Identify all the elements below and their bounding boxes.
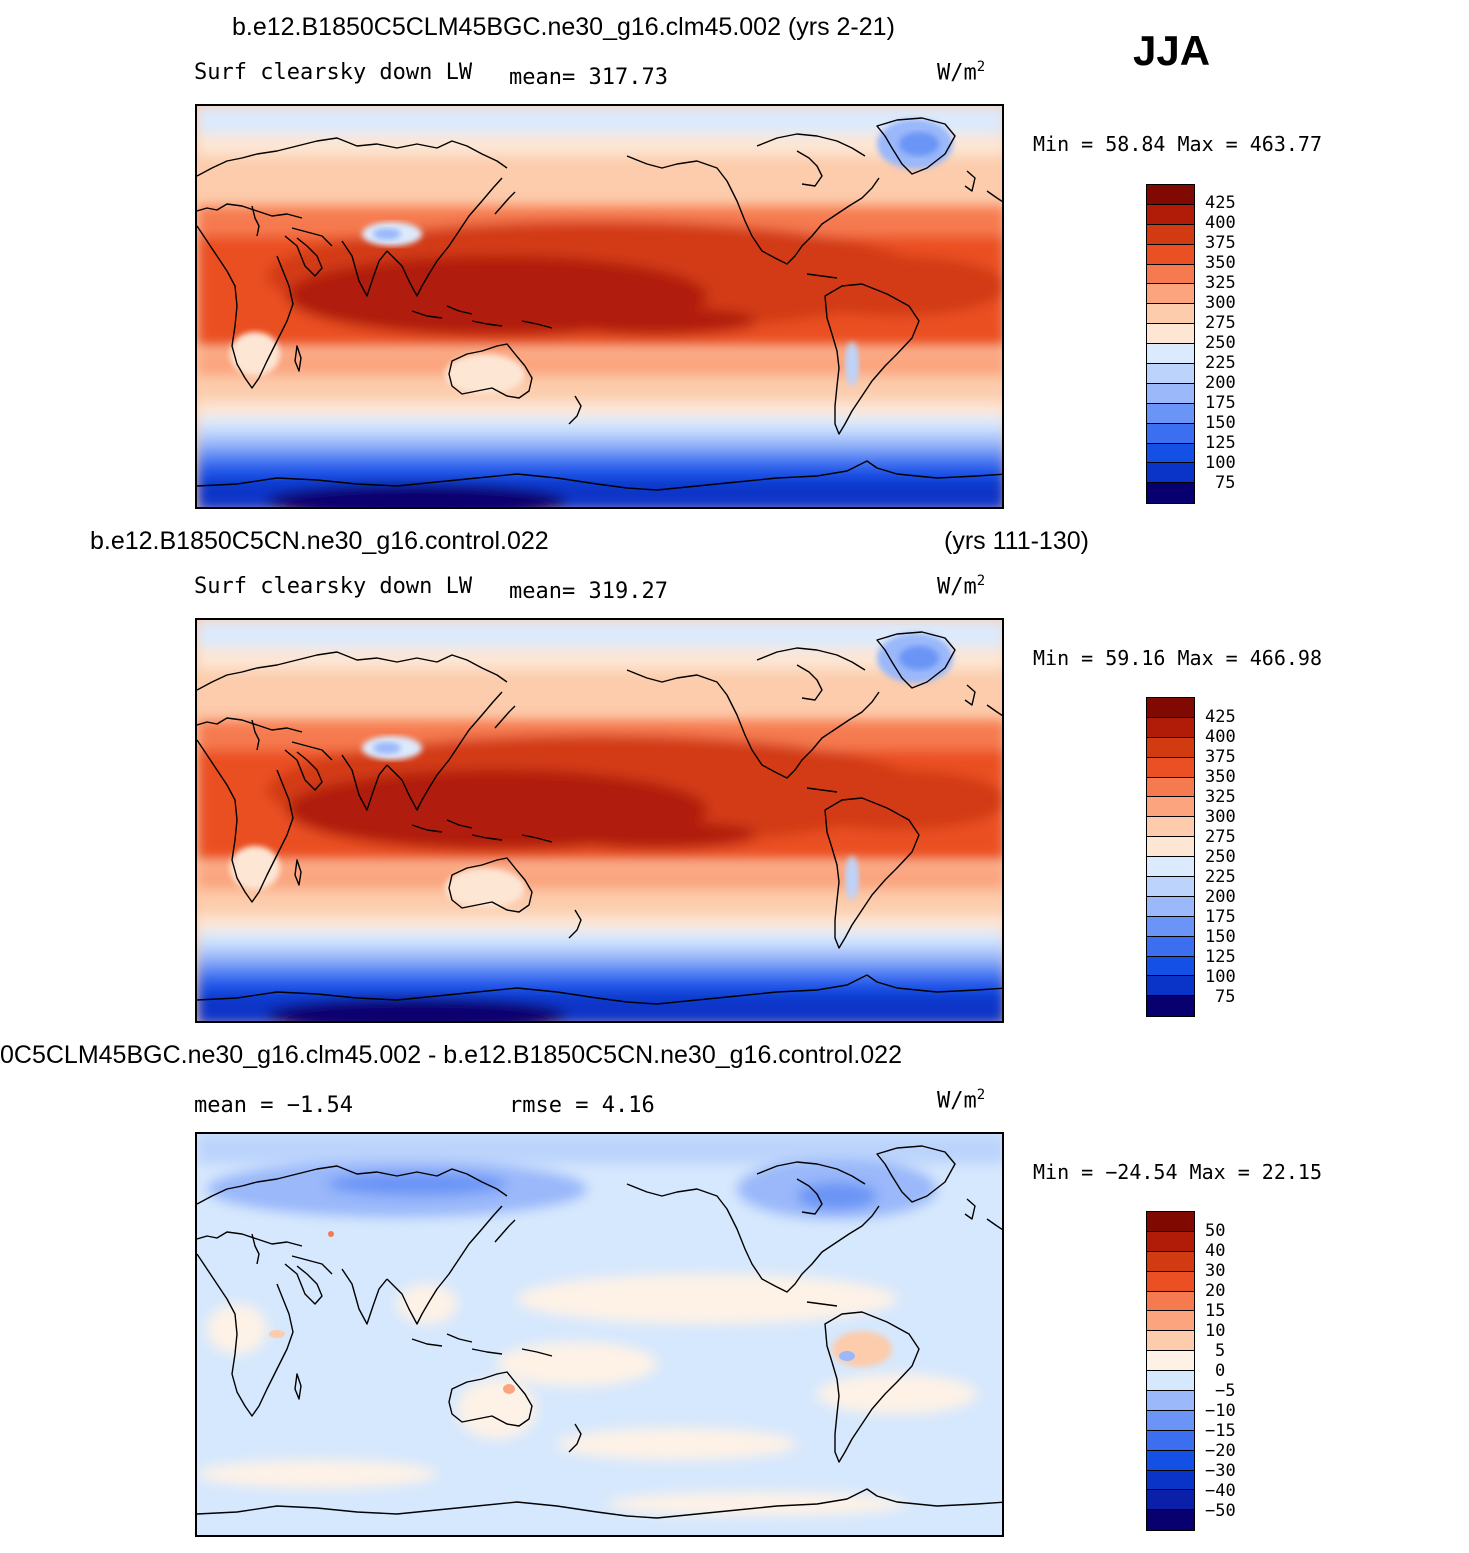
colorbar-label: 125 xyxy=(1205,433,1236,453)
colorbar-label: 325 xyxy=(1205,273,1236,293)
panel2-map xyxy=(195,618,1004,1023)
colorbar-label: 200 xyxy=(1205,887,1236,907)
colorbar-label: −10 xyxy=(1205,1401,1236,1421)
colorbar-label: −20 xyxy=(1205,1441,1236,1461)
colorbar-label: 75 xyxy=(1215,987,1236,1007)
panel2-mean: mean= 319.27 xyxy=(509,579,668,604)
panel3-colorbar xyxy=(1146,1211,1195,1532)
panel1-variable: Surf clearsky down LW xyxy=(194,60,473,85)
panel3-title: 0C5CLM45BGC.ne30_g16.clm45.002 - b.e12.B… xyxy=(0,1041,902,1069)
panel3-units: W/m2 xyxy=(937,1087,986,1114)
colorbar-label: 425 xyxy=(1205,193,1236,213)
colorbar-label: 150 xyxy=(1205,413,1236,433)
colorbar-label: 275 xyxy=(1205,313,1236,333)
panel2-variable: Surf clearsky down LW xyxy=(194,574,473,599)
colorbar-label: 325 xyxy=(1205,787,1236,807)
colorbar-label: 175 xyxy=(1205,393,1236,413)
season-label: JJA xyxy=(1133,27,1211,74)
panel1-colorbar xyxy=(1146,184,1195,505)
panel2-colorbar xyxy=(1146,697,1195,1018)
colorbar-label: 250 xyxy=(1205,333,1236,353)
colorbar-label: 250 xyxy=(1205,847,1236,867)
colorbar-label: 5 xyxy=(1215,1341,1226,1361)
colorbar-label: 275 xyxy=(1205,827,1236,847)
panel3-rmse: rmse = 4.16 xyxy=(509,1093,655,1118)
panel3-colorbar-labels: 50 40 30 20 15 10 5 0 −5 −10 −15 −20 −30 −40 −50 xyxy=(1205,1221,1236,1521)
colorbar-label: 300 xyxy=(1205,293,1236,313)
colorbar-label: 200 xyxy=(1205,373,1236,393)
colorbar-label: 400 xyxy=(1205,213,1236,233)
colorbar-label: 15 xyxy=(1205,1301,1226,1321)
panel2-title: b.e12.B1850C5CN.ne30_g16.control.022 xyxy=(90,527,549,555)
colorbar-label: −30 xyxy=(1205,1461,1236,1481)
colorbar-label: 300 xyxy=(1205,807,1236,827)
colorbar-label: 20 xyxy=(1205,1281,1226,1301)
panel2-colorbar-labels: 425 400 375 350 325 300 275 250 225 200 175 150 125 1… xyxy=(1205,707,1236,1007)
colorbar-label: 125 xyxy=(1205,947,1236,967)
colorbar-label: 40 xyxy=(1205,1241,1226,1261)
panel1-units: W/m2 xyxy=(937,59,986,86)
panel1-title: b.e12.B1850C5CLM45BGC.ne30_g16.clm45.002… xyxy=(232,13,895,41)
panel1-mean: mean= 317.73 xyxy=(509,65,668,90)
panel3-mean: mean = −1.54 xyxy=(194,1093,353,1118)
colorbar-label: −5 xyxy=(1215,1381,1236,1401)
colorbar-label: 175 xyxy=(1205,907,1236,927)
colorbar-label: −15 xyxy=(1205,1421,1236,1441)
colorbar-label: 100 xyxy=(1205,967,1236,987)
colorbar-label: 30 xyxy=(1205,1261,1226,1281)
colorbar-label: 400 xyxy=(1205,727,1236,747)
panel3-minmax: Min = −24.54 Max = 22.15 xyxy=(1033,1160,1322,1184)
panel1-minmax: Min = 58.84 Max = 463.77 xyxy=(1033,132,1322,156)
colorbar-label: 0 xyxy=(1215,1361,1226,1381)
colorbar-label: 150 xyxy=(1205,927,1236,947)
colorbar-label: 225 xyxy=(1205,867,1236,887)
colorbar-label: 225 xyxy=(1205,353,1236,373)
panel1-colorbar-labels: 425 400 375 350 325 300 275 250 225 200 175 150 125 1… xyxy=(1205,193,1236,493)
colorbar-label: 10 xyxy=(1205,1321,1226,1341)
panel2-units: W/m2 xyxy=(937,573,986,600)
panel3-map xyxy=(195,1132,1004,1537)
colorbar-label: 100 xyxy=(1205,453,1236,473)
colorbar-label: 50 xyxy=(1205,1221,1226,1241)
colorbar-label: −50 xyxy=(1205,1501,1236,1521)
colorbar-label: 375 xyxy=(1205,747,1236,767)
colorbar-label: 375 xyxy=(1205,233,1236,253)
colorbar-label: −40 xyxy=(1205,1481,1236,1501)
colorbar-label: 75 xyxy=(1215,473,1236,493)
colorbar-label: 350 xyxy=(1205,767,1236,787)
panel2-years: (yrs 111-130) xyxy=(944,527,1089,555)
panel1-map xyxy=(195,104,1004,509)
colorbar-label: 350 xyxy=(1205,253,1236,273)
colorbar-label: 425 xyxy=(1205,707,1236,727)
panel2-minmax: Min = 59.16 Max = 466.98 xyxy=(1033,646,1322,670)
